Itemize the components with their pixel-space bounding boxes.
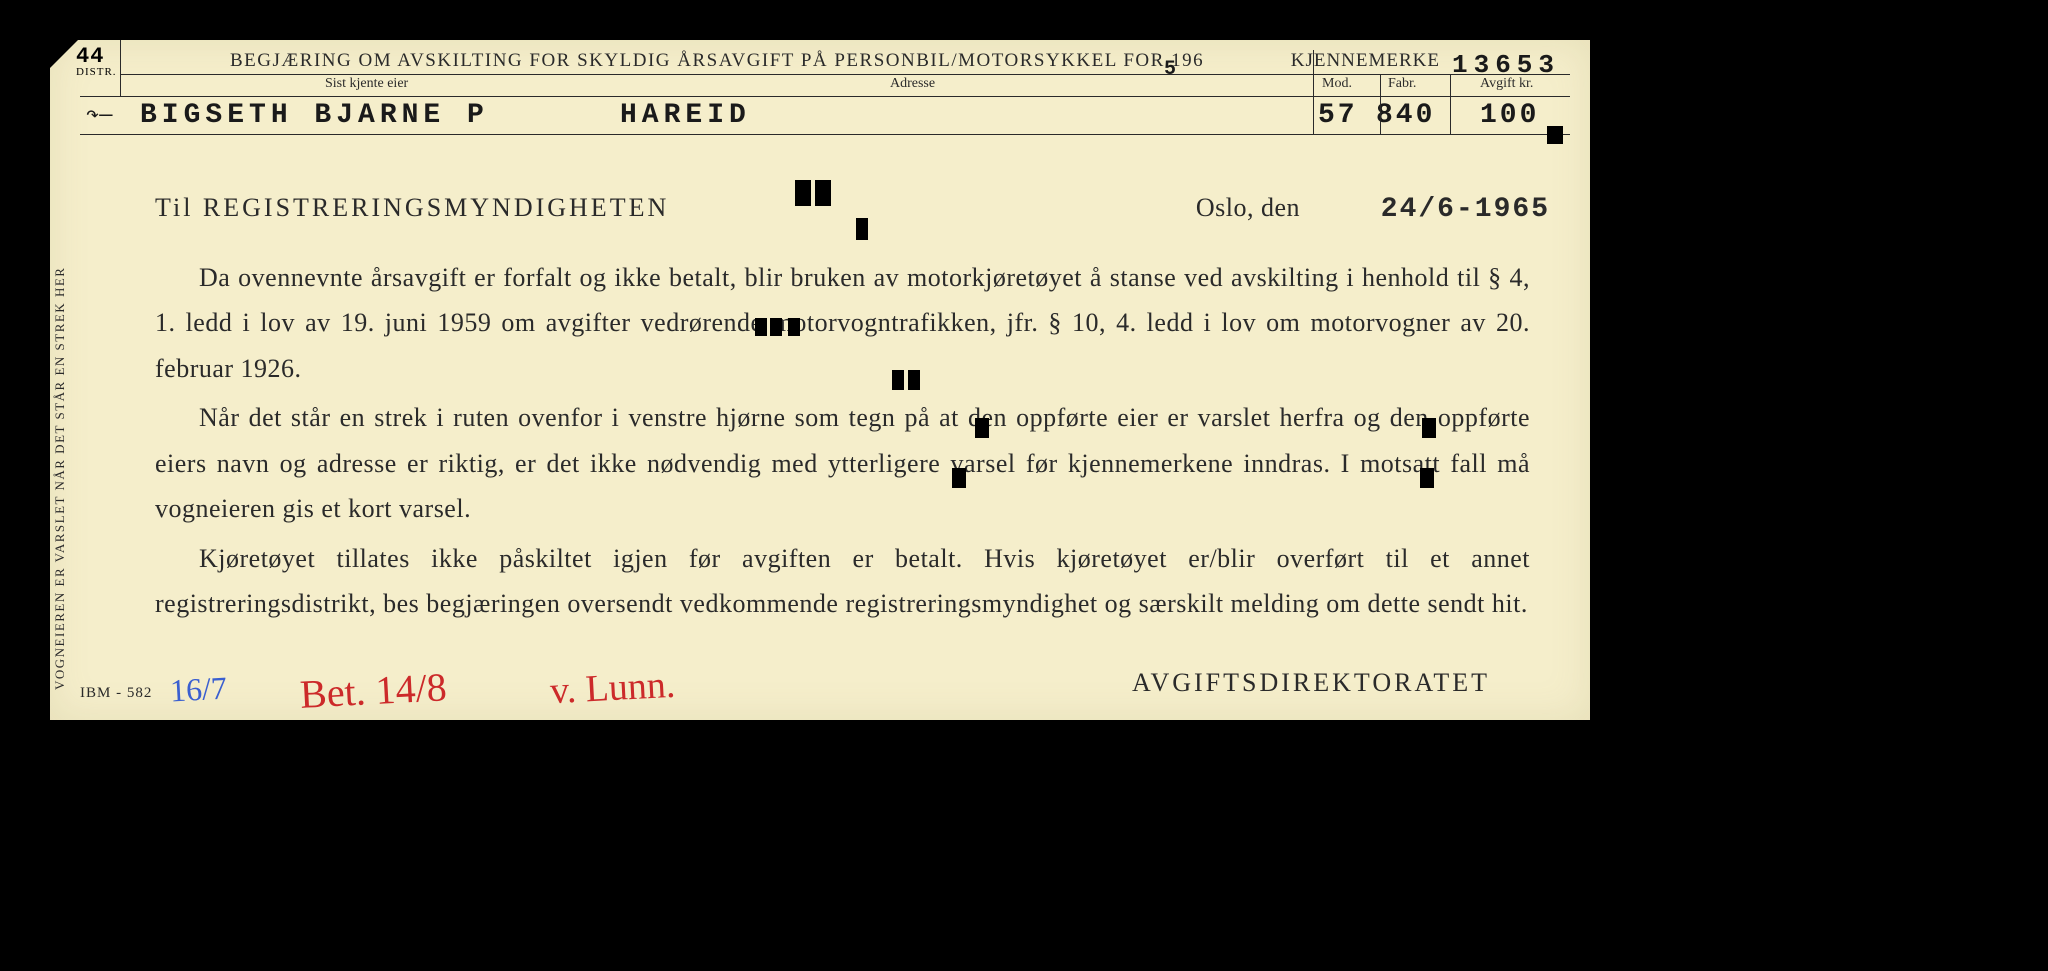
- header-sep-a: [1313, 50, 1314, 134]
- address-value: HAREID: [620, 100, 751, 131]
- district-box: 44 DISTR.: [60, 40, 120, 96]
- header-rule-2: [80, 96, 1570, 97]
- handwriting-red-1: Bet. 14/8: [299, 663, 448, 718]
- handwriting-blue: 16/7: [169, 670, 228, 710]
- paragraph-1: Da ovennevnte årsavgift er forfalt og ik…: [155, 255, 1530, 392]
- header-rule-1: [120, 74, 1570, 75]
- redaction: [952, 468, 966, 488]
- model-label: Mod.: [1322, 76, 1352, 92]
- place-label: Oslo, den: [1196, 185, 1300, 231]
- recipient-line: Til REGISTRERINGSMYNDIGHETEN: [155, 185, 1530, 231]
- header-rule-3: [80, 134, 1570, 135]
- body-text: Til REGISTRERINGSMYNDIGHETEN Oslo, den 2…: [155, 185, 1530, 631]
- redaction: [975, 418, 989, 438]
- redaction: [908, 370, 920, 390]
- handwriting-red-2: v. Lunn.: [549, 663, 676, 713]
- fabr-value: 840: [1376, 100, 1435, 131]
- fee-value: 100: [1480, 100, 1539, 131]
- redaction: [892, 370, 904, 390]
- address-label: Adresse: [890, 76, 935, 92]
- district-label: DISTR.: [76, 66, 117, 78]
- document-page: 44 DISTR. BEGJÆRING OM AVSKILTING FOR SK…: [50, 40, 1590, 720]
- district-divider: [120, 40, 121, 96]
- fabr-label: Fabr.: [1388, 76, 1416, 92]
- owner-label: Sist kjente eier: [325, 76, 408, 92]
- issuing-agency: AVGIFTSDIREKTORATET: [1132, 668, 1490, 698]
- redaction: [770, 318, 782, 336]
- paragraph-3: Kjøretøyet tillates ikke påskiltet igjen…: [155, 536, 1530, 627]
- redaction: [1547, 126, 1563, 144]
- redaction: [1420, 468, 1434, 488]
- redaction: [1422, 418, 1436, 438]
- side-caption: VOGNEIEREN ER VARSLET NÅR DET STÅR EN ST…: [52, 267, 68, 690]
- redaction: [795, 180, 811, 206]
- header-sep-b: [1380, 74, 1381, 134]
- paragraph-2: Når det står en strek i ruten ovenfor i …: [155, 395, 1530, 532]
- fee-label: Avgift kr.: [1480, 76, 1533, 92]
- date-value: 24/6-1965: [1381, 185, 1550, 234]
- form-title: BEGJÆRING OM AVSKILTING FOR SKYLDIG ÅRSA…: [230, 50, 1204, 72]
- form-code: IBM - 582: [80, 685, 152, 702]
- redaction: [856, 218, 868, 240]
- arrow-mark: ↷—: [86, 102, 112, 128]
- model-value: 57: [1318, 100, 1358, 131]
- redaction: [755, 318, 767, 336]
- header-sep-c: [1450, 74, 1451, 134]
- redaction: [788, 318, 800, 336]
- year-suffix: 5: [1164, 58, 1176, 81]
- owner-value: BIGSETH BJARNE P: [140, 100, 489, 131]
- redaction: [815, 180, 831, 206]
